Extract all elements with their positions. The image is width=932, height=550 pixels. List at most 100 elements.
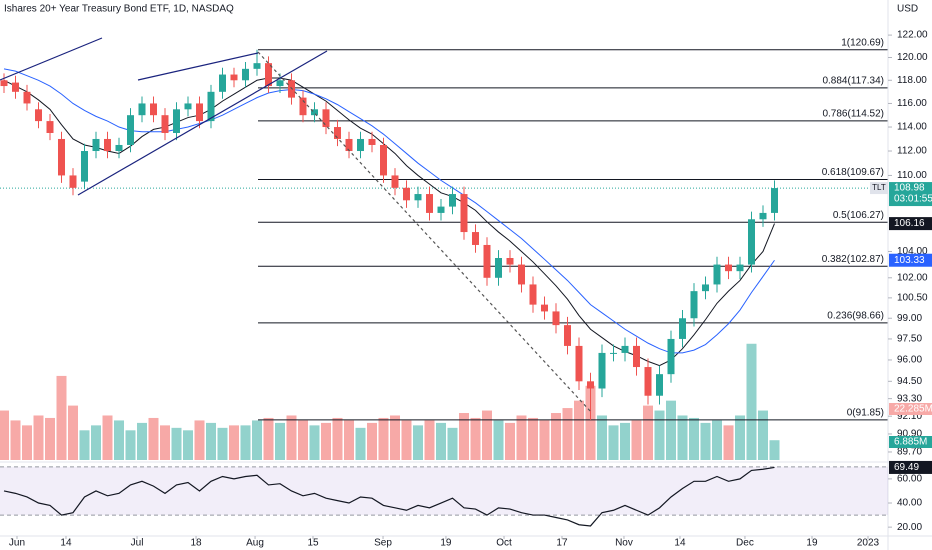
candle-body [334, 127, 341, 139]
candle-body [92, 138, 100, 152]
volume-badge [889, 403, 932, 415]
candle-body [150, 103, 157, 116]
y-tick-label: 90.90 [897, 429, 922, 440]
volume-bar [539, 420, 550, 460]
volume-bar [666, 400, 676, 460]
rsi-tick-label: 60.00 [897, 474, 922, 485]
candle-body [702, 284, 709, 292]
volume-bar [148, 417, 159, 460]
volume-bar [390, 415, 400, 460]
y-tick-label: 89.70 [897, 447, 922, 458]
candle-body [253, 63, 261, 69]
candle-body [23, 91, 31, 104]
volume-bar [137, 422, 147, 460]
x-tick-label: 17 [556, 538, 568, 549]
y-tick-label: 94.50 [897, 376, 922, 387]
candle-body [265, 63, 272, 87]
fib-label: 0.236(98.66) [827, 311, 884, 322]
rsi-line [3, 466, 775, 527]
volume-bar [183, 430, 193, 460]
ma-badge [889, 217, 932, 231]
y-tick-label: 96.00 [897, 355, 922, 366]
candle-body [437, 206, 445, 213]
volume-bar [493, 420, 504, 460]
candle-body [759, 212, 767, 220]
volume-bar [735, 415, 745, 460]
currency: USD [897, 4, 918, 15]
candle-body [12, 82, 19, 92]
candle-body [483, 244, 491, 278]
volume-bar [551, 413, 561, 460]
y-tick-label: 99.00 [897, 313, 922, 324]
y-tick-label: 102.00 [897, 272, 928, 283]
volume-bar [413, 425, 423, 460]
candle-body [667, 338, 675, 375]
rsi-tick-label: 40.00 [897, 498, 922, 509]
x-tick-label: 14 [674, 538, 686, 549]
volume-bar [194, 420, 205, 460]
rsi-band [0, 466, 888, 516]
y-tick-label: 112.00 [897, 146, 927, 157]
x-tick-label: Sep [374, 538, 392, 549]
candle-body [46, 121, 54, 133]
candle-body [610, 352, 617, 354]
ma-badge [889, 253, 932, 267]
volume-bar [700, 422, 711, 460]
y-tick-label: 93.30 [897, 393, 922, 404]
volume-bar [344, 420, 354, 460]
volume-bar [482, 410, 492, 460]
candle-body [207, 91, 215, 122]
x-tick-label: Jun [9, 538, 25, 549]
candle-body [58, 138, 65, 176]
volume-bar [125, 430, 136, 460]
candle-body [391, 175, 399, 188]
volume-bar [33, 415, 44, 460]
candle-body [81, 151, 88, 182]
rsi-tick-label: 20.00 [897, 522, 922, 533]
ma-value: 103.33 [894, 255, 925, 266]
candle-body [161, 115, 169, 133]
volume-bar [355, 427, 366, 460]
symbol-badge [870, 182, 888, 195]
volume-bar [689, 417, 699, 460]
fib-label: 0(91.85) [847, 408, 884, 419]
countdown: 03:01:55 [894, 194, 932, 205]
volume-bar [91, 425, 101, 460]
volume-bar [229, 425, 239, 460]
candle-body [495, 257, 502, 278]
fib-label: 0.786(114.52) [822, 108, 884, 119]
fib-label: 1(120.69) [841, 37, 884, 48]
volume-bar [401, 420, 412, 460]
volume-bar [79, 430, 90, 460]
volume-bar [620, 422, 630, 460]
y-tick-label: 116.00 [897, 98, 927, 109]
candle-body [299, 97, 307, 116]
candle-body [242, 68, 249, 81]
candle-body [460, 194, 468, 233]
rsi-badge [889, 460, 932, 474]
volume-bar [424, 420, 435, 460]
candle-body [276, 80, 284, 87]
volume-bar [643, 405, 653, 460]
trendline [137, 52, 259, 81]
rsi-value: 69.49 [894, 462, 919, 473]
plot: 1(120.69) 0.884(117.34) 0.786(114.52) 0.618… [0, 37, 888, 460]
volume-bar [10, 420, 21, 460]
volume-bar [574, 400, 584, 460]
candle-body [380, 144, 387, 176]
y-tick-label: 122.00 [897, 30, 928, 41]
volume-bar [321, 422, 331, 460]
volume-bar [298, 420, 308, 460]
volume-bar [562, 408, 573, 460]
y-tick-label: 110.00 [897, 170, 927, 181]
y-tick-label: 97.50 [897, 334, 922, 345]
candle-body [35, 109, 42, 122]
candle-body [230, 74, 238, 81]
volume-label: 6.885M [894, 437, 927, 448]
volume-bar [102, 415, 113, 460]
trendline [77, 50, 328, 196]
price-badge [889, 182, 932, 207]
volume-bar [56, 375, 67, 460]
candle-body [104, 138, 111, 152]
volume-bar [0, 410, 9, 460]
